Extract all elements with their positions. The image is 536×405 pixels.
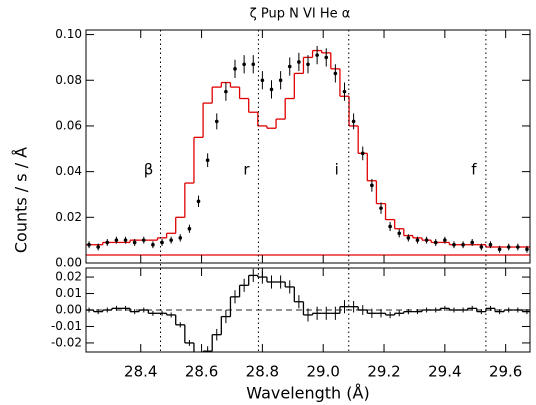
data-point (132, 240, 137, 245)
y-tick-label: 0.00 (55, 303, 82, 317)
y-tick-label: 0.02 (55, 210, 82, 224)
data-point (315, 53, 319, 57)
data-point (151, 242, 155, 247)
x-tick-label: 29.0 (307, 363, 340, 381)
data-point (516, 245, 520, 249)
x-axis-label: Wavelength (Å) (246, 384, 369, 403)
data-point (370, 183, 374, 188)
data-point (141, 238, 146, 242)
data-point (488, 242, 493, 247)
plot-area (86, 268, 530, 352)
x-tick-label: 29.2 (367, 363, 400, 381)
y-tick-label: 0.00 (55, 256, 82, 270)
data-point (333, 71, 338, 76)
y-tick-label: 0.01 (55, 286, 82, 300)
y-tick-label: -0.02 (51, 335, 82, 349)
x-tick-label: 28.8 (246, 363, 279, 381)
data-point (306, 62, 310, 67)
data-point (260, 78, 265, 83)
data-point (205, 158, 210, 163)
x-tick-label: 29.6 (489, 363, 522, 381)
line-marker-label: f (471, 161, 477, 179)
y-tick-label: 0.06 (55, 118, 82, 132)
y-tick-label: 0.04 (55, 164, 82, 178)
data-point (525, 247, 529, 252)
data-point (388, 224, 392, 229)
data-point (169, 238, 173, 242)
data-point (324, 55, 329, 60)
data-point (114, 238, 119, 242)
data-point (497, 247, 502, 252)
data-point (297, 60, 301, 64)
data-point (397, 231, 402, 236)
line-marker-label: r (243, 161, 250, 179)
data-point (461, 242, 465, 247)
data-point (160, 240, 164, 245)
line-marker-label: β (144, 161, 154, 179)
x-tick-label: 29.4 (428, 363, 461, 381)
line-marker-label: i (335, 161, 339, 179)
chart-title: ζ Pup N VI He α (250, 7, 351, 22)
y-tick-label: 0.02 (55, 270, 82, 284)
data-point (452, 242, 456, 247)
data-point (196, 199, 201, 204)
x-tick-label: 28.4 (124, 363, 157, 381)
y-axis-label: Counts / s / Å (12, 147, 31, 253)
data-point (379, 206, 383, 210)
x-tick-label: 28.6 (185, 363, 218, 381)
data-point (105, 240, 110, 245)
y-tick-label: 0.08 (55, 73, 82, 87)
data-point (242, 62, 246, 67)
data-point (443, 238, 447, 242)
data-point (424, 238, 429, 242)
data-point (269, 87, 274, 92)
data-point (251, 62, 256, 67)
data-point (406, 236, 411, 240)
data-point (415, 238, 420, 242)
y-tick-label: 0.10 (55, 27, 82, 41)
data-point (233, 67, 237, 71)
data-point (433, 240, 438, 245)
data-point (342, 89, 347, 94)
plot-area (86, 45, 530, 256)
data-point (287, 64, 292, 69)
data-point (278, 78, 283, 83)
data-point (178, 236, 183, 240)
axes-frame (85, 29, 531, 264)
data-point (360, 151, 365, 156)
data-point (214, 119, 219, 124)
data-point (87, 242, 91, 247)
data-point (187, 226, 192, 231)
data-point (224, 89, 228, 94)
data-point (479, 245, 484, 249)
data-point (351, 119, 356, 124)
data-point (470, 240, 475, 245)
data-point (506, 245, 511, 249)
y-tick-label: -0.01 (51, 319, 82, 333)
data-point (96, 245, 100, 249)
data-point (123, 238, 128, 242)
